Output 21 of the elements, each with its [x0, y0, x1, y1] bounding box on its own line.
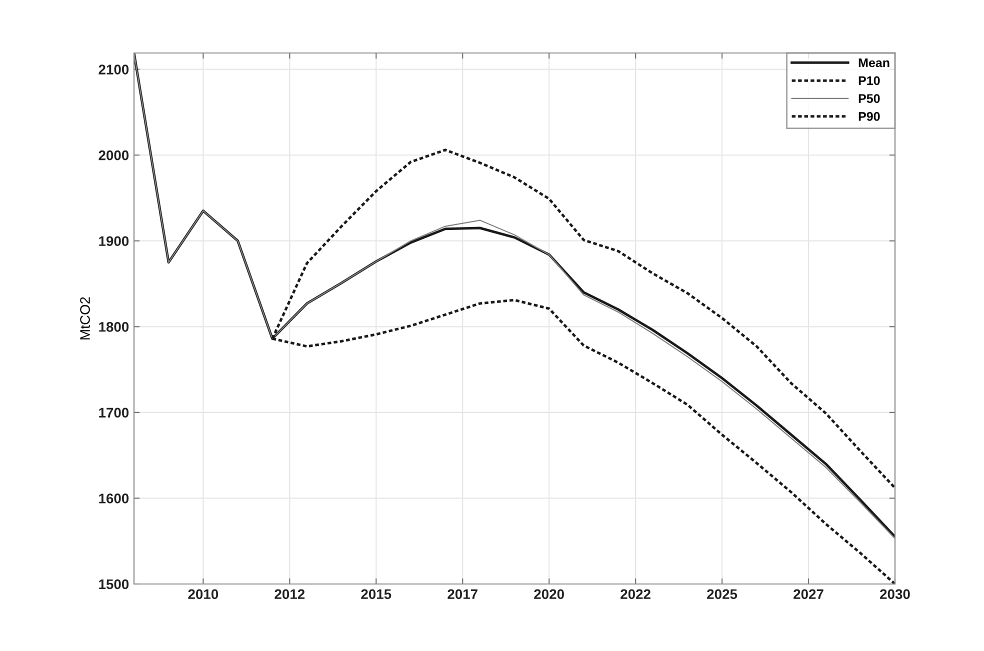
y-tick-label: 1600 [99, 494, 129, 504]
x-tick-label: 2017 [448, 589, 478, 600]
x-tick-label: 2025 [707, 589, 738, 600]
x-tick-label: 2030 [880, 589, 910, 600]
legend-label: Mean [858, 58, 890, 68]
y-tick-label: 1900 [99, 236, 129, 246]
y-tick-label: 1700 [99, 408, 129, 418]
y-axis-title: MtCO2 [80, 297, 90, 340]
y-tick-label: 1800 [99, 322, 129, 332]
x-tick-label: 2020 [534, 589, 564, 600]
x-tick-label: 2022 [620, 589, 650, 600]
y-tick-label: 1500 [99, 579, 129, 590]
x-tick-label: 2012 [274, 589, 305, 600]
x-tick-label: 2027 [794, 589, 824, 600]
y-tick-label: 2000 [98, 150, 129, 160]
y-tick-label: 2100 [98, 64, 129, 74]
x-tick-label: 2010 [188, 589, 218, 600]
legend-label: P50 [858, 94, 880, 103]
x-tick-label: 2015 [361, 589, 392, 600]
legend-label: P10 [858, 76, 880, 86]
legend-label: P90 [858, 112, 880, 121]
